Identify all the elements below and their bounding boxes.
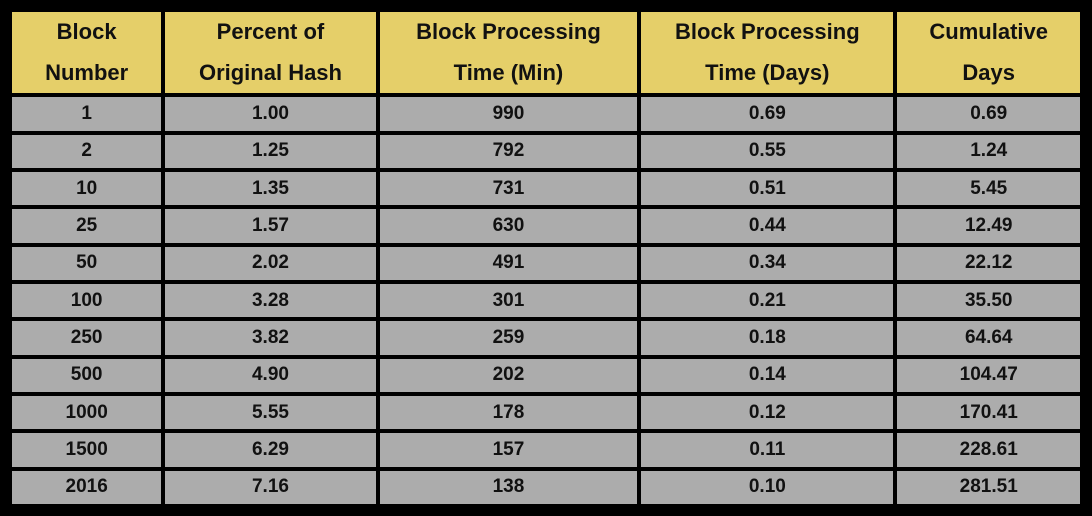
header-line: Time (Days) [705,59,830,85]
header-line: Cumulative [929,19,1049,44]
table-cell: 0.11 [637,429,898,471]
table-row: 1 1.00 990 0.69 0.69 [7,93,1084,135]
table-cell: 1.00 [161,93,380,135]
table-cell: 4.90 [161,354,380,397]
table-row: 25 1.57 630 0.44 12.49 [7,205,1084,247]
table-cell: 792 [375,130,642,173]
table-row: 1000 5.55 178 0.12 170.41 [7,391,1084,434]
table-row: 10 1.35 731 0.51 5.45 [7,168,1084,210]
table-cell: 0.51 [637,168,898,210]
table-cell: 3.28 [161,279,380,322]
table-cell: 1000 [7,391,166,434]
table-cell: 259 [375,317,642,359]
table-row: 250 3.82 259 0.18 64.64 [7,317,1084,359]
table-cell: 1500 [7,429,166,471]
header-line: Number [45,59,129,85]
table-cell: 731 [375,168,642,210]
table-cell: 0.69 [637,93,898,135]
table-cell: 202 [375,354,642,397]
table-cell: 500 [7,354,166,397]
table-cell: 12.49 [893,205,1084,247]
column-header-block-number: Block Number [7,7,166,98]
table-cell: 50 [7,242,166,285]
header-line: Time (Min) [453,59,564,85]
header-line: Block Processing [416,19,601,44]
table-cell: 0.21 [637,279,898,322]
table-cell: 0.18 [637,317,898,359]
table-cell: 25 [7,205,166,247]
table-cell: 0.14 [637,354,898,397]
table-cell: 3.82 [161,317,380,359]
table-cell: 10 [7,168,166,210]
column-header-cumulative-days: Cumulative Days [893,7,1084,98]
table-cell: 491 [375,242,642,285]
table-cell: 6.29 [161,429,380,471]
table-row: 1500 6.29 157 0.11 228.61 [7,429,1084,471]
header-line: Days [962,59,1016,85]
table-cell: 228.61 [893,429,1084,471]
table-cell: 250 [7,317,166,359]
table-row: 2016 7.16 138 0.10 281.51 [7,466,1084,509]
table-row: 500 4.90 202 0.14 104.47 [7,354,1084,397]
table-cell: 22.12 [893,242,1084,285]
table-cell: 64.64 [893,317,1084,359]
table-cell: 5.45 [893,168,1084,210]
table-cell: 0.55 [637,130,898,173]
table-cell: 1.35 [161,168,380,210]
table-cell: 301 [375,279,642,322]
table-cell: 2.02 [161,242,380,285]
table-cell: 138 [375,466,642,509]
table-cell: 281.51 [893,466,1084,509]
table-cell: 35.50 [893,279,1084,322]
table-cell: 5.55 [161,391,380,434]
table-row: 100 3.28 301 0.21 35.50 [7,279,1084,322]
table-cell: 0.12 [637,391,898,434]
table-cell: 2016 [7,466,166,509]
column-header-processing-time-min: Block Processing Time (Min) [375,7,642,98]
header-line: Original Hash [198,59,342,85]
block-processing-table: Block Number Percent of Original Hash Bl… [7,7,1084,509]
column-header-percent-original-hash: Percent of Original Hash [161,7,380,98]
table-row: 50 2.02 491 0.34 22.12 [7,242,1084,285]
table-cell: 990 [375,93,642,135]
table-cell: 0.69 [893,93,1084,135]
table-cell: 0.10 [637,466,898,509]
header-line: Block Processing [675,19,860,44]
table-cell: 178 [375,391,642,434]
table-cell: 104.47 [893,354,1084,397]
header-line: Block [56,19,117,44]
table-cell: 157 [375,429,642,471]
table-cell: 7.16 [161,466,380,509]
header-line: Percent of [216,19,325,44]
table-cell: 0.34 [637,242,898,285]
column-header-processing-time-days: Block Processing Time (Days) [637,7,898,98]
table-cell: 1.24 [893,130,1084,173]
table-row: 2 1.25 792 0.55 1.24 [7,130,1084,173]
table-cell: 1 [7,93,166,135]
header-row: Block Number Percent of Original Hash Bl… [7,7,1084,98]
table-cell: 100 [7,279,166,322]
table-cell: 630 [375,205,642,247]
table-cell: 2 [7,130,166,173]
table-cell: 0.44 [637,205,898,247]
table-cell: 1.57 [161,205,380,247]
table-body: 1 1.00 990 0.69 0.69 2 1.25 792 0.55 1.24 10 1.35 73… [7,93,1084,509]
table-cell: 1.25 [161,130,380,173]
table-cell: 170.41 [893,391,1084,434]
